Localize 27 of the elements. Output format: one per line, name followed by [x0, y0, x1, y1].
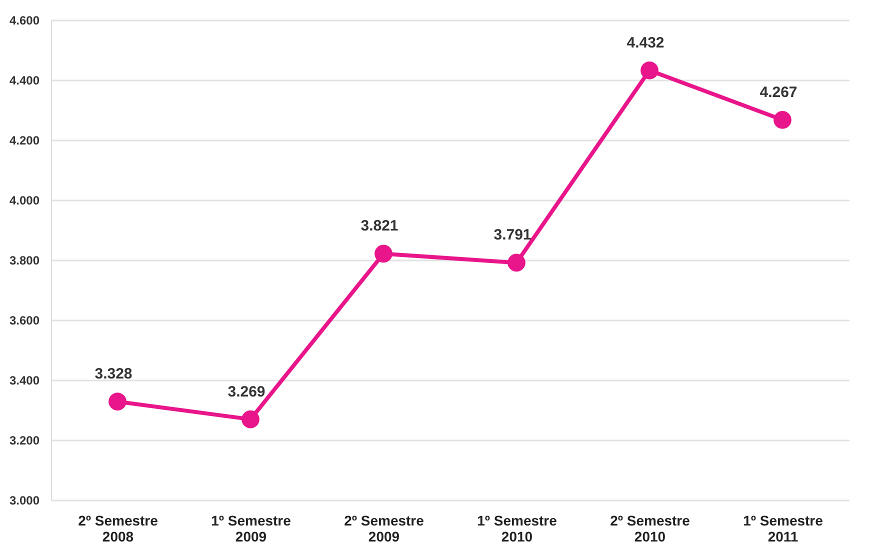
- y-tick-label: 3.800: [9, 254, 40, 268]
- y-tick-label: 3.000: [9, 494, 40, 508]
- y-tick-label: 3.200: [9, 434, 40, 448]
- point: [108, 392, 126, 411]
- x-tick-label: 1º Semestre 2009: [211, 512, 292, 544]
- data-label: 3.328: [94, 366, 132, 383]
- y-tick-label: 4.400: [9, 74, 40, 88]
- data-label: 3.821: [360, 218, 398, 235]
- y-tick-label: 4.200: [9, 134, 40, 148]
- y-tick-label: 4.600: [9, 14, 40, 28]
- y-tick-label: 3.400: [9, 374, 40, 388]
- data-label: 4.267: [760, 84, 798, 101]
- y-tick-label: 3.600: [9, 314, 40, 328]
- x-tick-label: 2º Semestre 2008: [78, 512, 158, 544]
- y-tick-label: 4.000: [9, 194, 40, 208]
- point: [374, 244, 392, 263]
- data-label: 4.432: [626, 34, 664, 52]
- point: [640, 61, 658, 80]
- data-label: 3.791: [494, 226, 532, 244]
- point: [774, 110, 792, 129]
- x-tick-label: 2º Semestre 2010: [610, 512, 690, 544]
- data-label: 3.269: [228, 383, 266, 400]
- point: [242, 410, 260, 428]
- x-tick-label: 2º Semestre 2009: [344, 512, 424, 544]
- point: [508, 254, 526, 272]
- x-tick-label: 1º Semestre 2010: [477, 512, 558, 544]
- x-tick-label: 1º Semestre 2011: [743, 512, 824, 544]
